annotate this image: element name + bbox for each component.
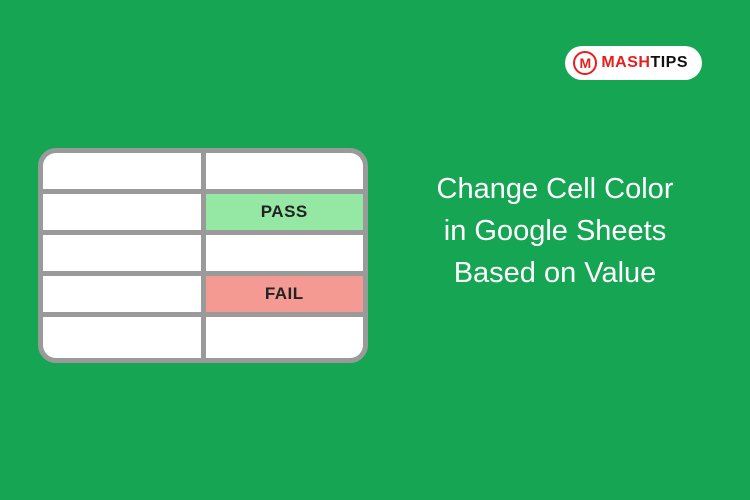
table-cell [206, 235, 364, 276]
table-row: PASS [43, 194, 363, 235]
table-row [43, 153, 363, 194]
logo-text: MASH TIPS [601, 54, 688, 72]
table-cell [43, 317, 206, 358]
table-cell-pass: PASS [206, 194, 364, 235]
table-row: FAIL [43, 276, 363, 317]
headline: Change Cell Color in Google Sheets Based… [395, 168, 715, 294]
table-cell-fail: FAIL [206, 276, 364, 317]
table-cell [43, 153, 206, 194]
headline-line2: in Google Sheets [395, 210, 715, 252]
table-row [43, 235, 363, 276]
table-cell [206, 317, 364, 358]
table-cell [43, 194, 206, 235]
table-body: PASS FAIL [43, 153, 363, 358]
table-cell [206, 153, 364, 194]
mashtips-logo-icon: M [573, 51, 597, 75]
headline-line3: Based on Value [395, 252, 715, 294]
table-cell [43, 235, 206, 276]
table-row [43, 317, 363, 358]
table-cell [43, 276, 206, 317]
logo-icon-letter: M [579, 56, 591, 70]
mashtips-logo: M MASH TIPS [565, 46, 702, 80]
logo-tips: TIPS [650, 54, 688, 72]
sheets-table: PASS FAIL [38, 148, 368, 363]
logo-mash: MASH [601, 54, 650, 72]
canvas: M MASH TIPS PASS FAIL [0, 0, 750, 500]
headline-line1: Change Cell Color [395, 168, 715, 210]
